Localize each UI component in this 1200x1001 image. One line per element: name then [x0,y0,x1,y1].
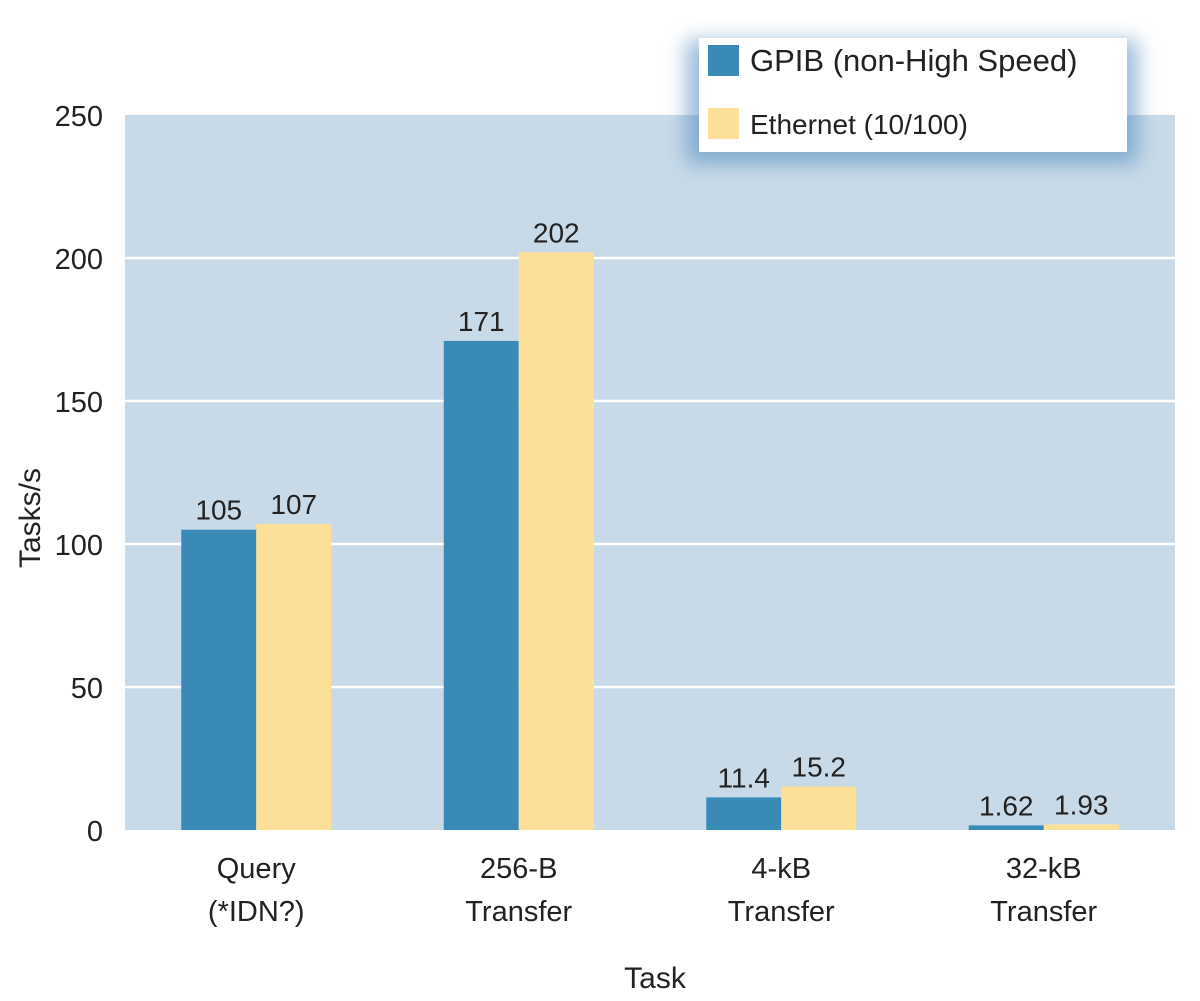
legend-items: GPIB (non-High Speed) Ethernet (10/100) [708,43,1077,140]
x-tick-label: 32-kB [1006,853,1082,885]
bar-value-label: 202 [533,217,580,248]
y-tick-label: 50 [71,673,103,705]
bar-value-label: 105 [195,495,242,526]
y-tick-label: 0 [87,816,103,848]
legend-box [699,38,1127,152]
bar-value-label: 11.4 [718,762,770,793]
value-labels: 105 107 171 202 11.4 15.2 1.62 1.93 [195,217,1108,821]
x-tick-label: Transfer [990,896,1097,928]
bar-value-label: 171 [458,306,505,337]
bar [181,529,257,830]
y-tick-label: 250 [55,101,103,133]
x-axis-title: Task [624,962,687,995]
legend-label: GPIB (non-High Speed) [750,43,1077,78]
x-tick-label: Query [217,853,296,885]
legend: GPIB (non-High Speed) Ethernet (10/100) [686,38,1138,164]
x-tick-label: Transfer [465,896,572,928]
bar [968,825,1044,830]
legend-label: Ethernet (10/100) [750,109,968,140]
bar [443,340,519,830]
bar-value-label: 1.62 [979,790,1034,821]
bar [1043,824,1119,830]
y-axis-title: Tasks/s [14,468,47,568]
bars [181,252,1119,830]
y-tick-label: 150 [55,387,103,419]
legend-swatch [708,45,739,76]
x-tick-label: 256-B [480,853,557,885]
bar [706,797,782,830]
x-tick-label: (*IDN?) [208,896,305,928]
bar-value-label: 107 [270,489,317,520]
bar [256,523,332,830]
x-tick-label: 4-kB [751,853,811,885]
bar-value-label: 1.93 [1054,789,1109,820]
bar [518,252,594,830]
x-axis-ticks: Query (*IDN?) 256-B Transfer 4-kB Transfer 32-… [208,853,1098,928]
y-tick-label: 200 [55,244,103,276]
bar-value-label: 15.2 [792,752,847,783]
y-tick-label: 100 [55,530,103,562]
x-tick-label: Transfer [728,896,835,928]
legend-swatch [708,108,739,139]
y-axis-ticks: 0 50 100 150 200 250 [55,101,103,848]
bar [781,786,857,830]
